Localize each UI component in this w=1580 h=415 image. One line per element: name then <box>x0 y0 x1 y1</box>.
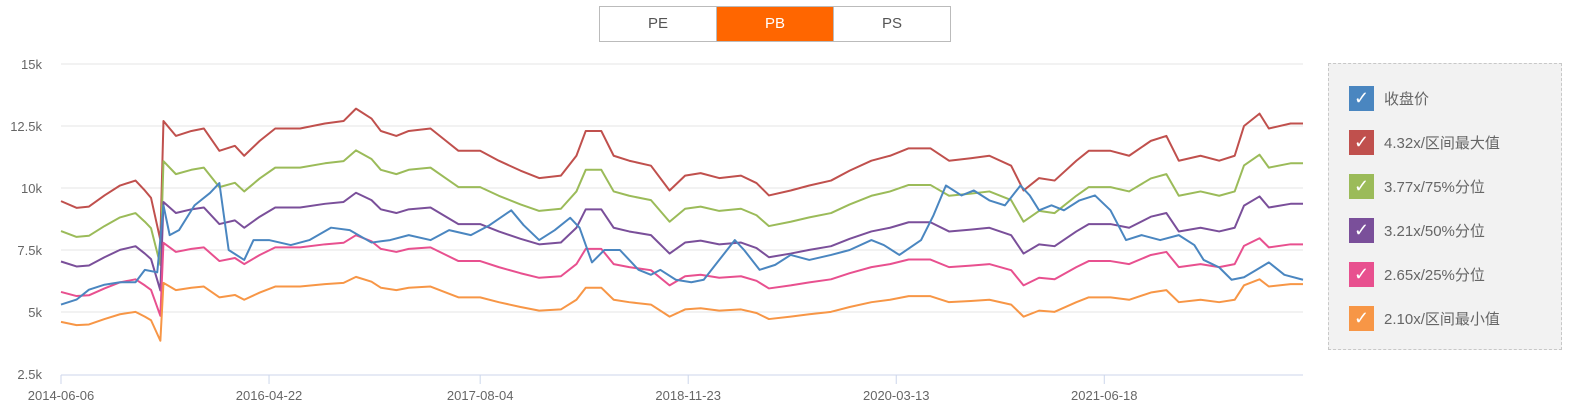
band-line-1 <box>60 149 1303 267</box>
x-tick-label: 2017-08-04 <box>447 388 514 403</box>
band-line-2 <box>60 191 1303 292</box>
legend-label: 收盘价 <box>1384 91 1430 108</box>
pb-band-chart: 2.5k 5k 7.5k 10k 12.5k 15k 2014-06-06 2016-04-2… <box>10 57 1304 403</box>
checkbox-checked-icon[interactable]: ✓ <box>1349 306 1374 331</box>
x-tick-label: 2014-06-06 <box>28 388 95 403</box>
checkbox-checked-icon[interactable]: ✓ <box>1349 86 1374 111</box>
legend-item[interactable]: ✓ 2.65x/25%分位 <box>1349 262 1485 287</box>
legend-label: 2.10x/区间最小值 <box>1384 311 1500 328</box>
legend: ✓ 收盘价 ✓ 4.32x/区间最大值 ✓ 3.77x/75%分位 ✓ 3.21x/50%分位… <box>1328 63 1562 350</box>
legend-item[interactable]: ✓ 2.10x/区间最小值 <box>1349 306 1500 331</box>
y-tick-label: 7.5k <box>17 243 42 258</box>
checkbox-checked-icon[interactable]: ✓ <box>1349 218 1374 243</box>
valuation-tabs: PE PB PS <box>599 6 951 42</box>
band-line-3 <box>60 234 1303 317</box>
legend-label: 2.65x/25%分位 <box>1384 267 1485 284</box>
tab-pe[interactable]: PE <box>600 7 717 41</box>
legend-label: 3.21x/50%分位 <box>1384 223 1485 240</box>
y-tick-label: 2.5k <box>17 367 42 382</box>
legend-item[interactable]: ✓ 3.77x/75%分位 <box>1349 174 1485 199</box>
x-tick-label: 2018-11-23 <box>655 388 721 403</box>
legend-item[interactable]: ✓ 4.32x/区间最大值 <box>1349 130 1500 155</box>
tab-ps[interactable]: PS <box>834 7 950 41</box>
checkbox-checked-icon[interactable]: ✓ <box>1349 130 1374 155</box>
legend-label: 4.32x/区间最大值 <box>1384 135 1500 152</box>
band-line-4 <box>60 275 1303 342</box>
y-tick-label: 12.5k <box>10 119 42 134</box>
x-tick-label: 2020-03-13 <box>863 388 930 403</box>
checkbox-checked-icon[interactable]: ✓ <box>1349 174 1374 199</box>
legend-item[interactable]: ✓ 收盘价 <box>1349 86 1429 111</box>
y-tick-label: 10k <box>21 181 42 196</box>
x-tick-label: 2016-04-22 <box>236 388 303 403</box>
legend-item[interactable]: ✓ 3.21x/50%分位 <box>1349 218 1485 243</box>
y-tick-label: 5k <box>28 305 42 320</box>
band-line-0 <box>60 107 1303 242</box>
tab-pb[interactable]: PB <box>717 7 834 41</box>
close-price-line <box>60 182 1304 306</box>
legend-label: 3.77x/75%分位 <box>1384 179 1485 196</box>
checkbox-checked-icon[interactable]: ✓ <box>1349 262 1374 287</box>
x-tick-label: 2021-06-18 <box>1071 388 1138 403</box>
y-tick-label: 15k <box>21 57 42 72</box>
